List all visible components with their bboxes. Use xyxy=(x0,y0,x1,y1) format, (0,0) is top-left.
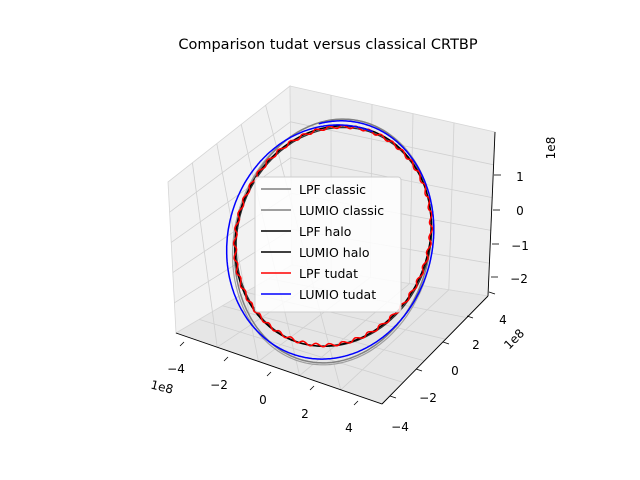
y-tick-label: 2 xyxy=(472,338,480,352)
orbit-lumio-tudat xyxy=(225,120,435,360)
axis-ticks xyxy=(179,174,501,406)
legend-label: LPF tudat xyxy=(299,266,358,281)
x-tick-label: 0 xyxy=(259,393,267,407)
tick-mark xyxy=(266,371,272,377)
legend-entry: LPF tudat xyxy=(261,266,358,281)
legend-label: LUMIO halo xyxy=(299,245,369,260)
tick-mark xyxy=(223,356,229,362)
x-offset-label: 1e8 xyxy=(149,378,174,397)
tick-mark xyxy=(389,395,397,399)
grid-line xyxy=(192,162,218,348)
z-tick-label: 0 xyxy=(516,204,524,218)
x-tick-label: −4 xyxy=(167,362,185,376)
legend-label: LPF classic xyxy=(299,182,366,197)
tick-mark xyxy=(466,315,474,319)
legend-entry: LPF classic xyxy=(261,182,366,197)
y-tick-label: −4 xyxy=(391,420,409,434)
legend-entry: LUMIO tudat xyxy=(261,287,376,302)
x-axis-line xyxy=(175,332,383,405)
legend-frame xyxy=(254,176,402,313)
tick-mark xyxy=(353,400,359,406)
y-offset-label: 1e8 xyxy=(501,326,527,352)
x-tick-label: 4 xyxy=(345,421,353,435)
grid-line xyxy=(199,319,404,383)
grid-line xyxy=(170,157,292,243)
legend-entry: LUMIO halo xyxy=(261,245,369,260)
x-tick-label: −2 xyxy=(210,378,228,392)
z-offset-label: 1e8 xyxy=(544,137,558,160)
y-tick-label: 0 xyxy=(451,364,459,378)
z-axis-line xyxy=(487,131,496,297)
z-tick-labels: −2 −1 0 1 1e8 xyxy=(510,137,558,286)
legend-label: LUMIO tudat xyxy=(299,287,376,302)
y-tick-label: 4 xyxy=(499,313,507,327)
grid-line xyxy=(448,122,455,290)
x-tick-labels: −4 −2 0 2 4 1e8 xyxy=(149,362,353,435)
z-tick-label: 1 xyxy=(516,170,524,184)
z-tick-label: −2 xyxy=(510,272,528,286)
legend-entry: LPF halo xyxy=(261,224,351,239)
chart-title: Comparison tudat versus classical CRTBP xyxy=(178,37,478,53)
tick-mark xyxy=(179,341,185,347)
legend: LPF classic LUMIO classic LPF halo LUMIO… xyxy=(254,176,402,313)
tick-mark xyxy=(488,291,496,295)
y-tick-label: −2 xyxy=(419,391,437,405)
grid-line xyxy=(340,289,450,391)
grid-line xyxy=(169,121,291,213)
y-axis-line xyxy=(381,295,489,405)
orbit-traces xyxy=(225,118,435,366)
tick-mark xyxy=(309,385,315,391)
grid-line xyxy=(222,305,425,362)
z-tick-label: −1 xyxy=(511,239,529,253)
orbit-lpf-tudat xyxy=(232,124,434,348)
tick-mark xyxy=(442,341,450,345)
orbit-lumio-classic xyxy=(231,118,435,366)
legend-label: LPF halo xyxy=(299,224,351,239)
x-tick-label: 2 xyxy=(301,407,309,421)
legend-label: LUMIO classic xyxy=(299,203,384,218)
grid-line xyxy=(409,113,414,284)
tick-mark xyxy=(415,368,423,372)
y-tick-labels: −4 −2 0 2 4 1e8 xyxy=(391,313,527,434)
legend-entry: LUMIO classic xyxy=(261,203,384,218)
